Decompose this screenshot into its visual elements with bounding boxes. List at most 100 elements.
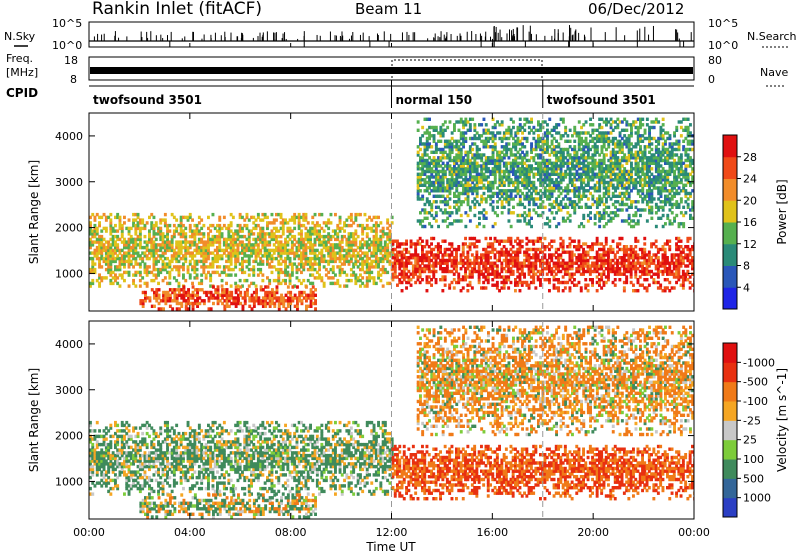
heatmap-cell	[421, 194, 425, 198]
heatmap-cell	[281, 221, 285, 225]
heatmap-cell	[359, 240, 362, 244]
heatmap-cell	[441, 175, 445, 179]
heatmap-cell	[491, 269, 495, 274]
heatmap-cell	[91, 212, 95, 217]
heatmap-cell	[448, 253, 452, 257]
heatmap-cell	[473, 125, 477, 130]
heatmap-cell	[179, 248, 183, 253]
heatmap-cell	[507, 136, 511, 141]
heatmap-cell	[507, 180, 511, 185]
heatmap-cell	[555, 202, 558, 207]
heatmap-cell	[521, 145, 524, 149]
heatmap-cell	[220, 226, 224, 231]
heatmap-cell	[148, 251, 151, 255]
heatmap-cell	[659, 269, 663, 274]
heatmap-cell	[679, 264, 683, 268]
heatmap-cell	[279, 215, 283, 220]
heatmap-cell	[455, 250, 458, 254]
heatmap-cell	[411, 269, 415, 274]
heatmap-cell	[475, 167, 479, 171]
heatmap-cell	[416, 150, 420, 154]
heatmap-cell	[521, 125, 524, 130]
heatmap-cell	[343, 270, 346, 275]
heatmap-cell	[161, 251, 165, 255]
heatmap-cell	[502, 283, 506, 287]
heatmap-cell	[602, 245, 606, 249]
heatmap-cell	[293, 304, 297, 308]
heatmap-cell	[365, 243, 369, 247]
heatmap-cell	[468, 189, 472, 193]
heatmap-cell	[445, 247, 449, 252]
heatmap-cell	[264, 301, 268, 306]
heatmap-cell	[443, 150, 447, 154]
heatmap-cell	[225, 245, 228, 250]
heatmap-cell	[555, 167, 558, 171]
heatmap-cell	[179, 240, 183, 244]
heatmap-cell	[175, 278, 179, 283]
heatmap-cell	[432, 128, 436, 132]
heatmap-cell	[195, 226, 199, 231]
heatmap-cell	[377, 240, 380, 244]
heatmap-cell	[172, 229, 176, 233]
heatmap-cell	[275, 267, 278, 272]
heatmap-cell	[295, 265, 299, 269]
heatmap-cell	[514, 194, 518, 198]
heatmap-cell	[184, 278, 188, 283]
heatmap-cell	[489, 272, 492, 276]
heatmap-cell	[504, 253, 508, 257]
heatmap-cell	[663, 247, 667, 252]
heatmap-cell	[359, 245, 362, 250]
heatmap-cell	[136, 212, 140, 217]
heatmap-cell	[609, 245, 613, 249]
heatmap-cell	[527, 239, 531, 243]
heatmap-cell	[93, 223, 97, 228]
heatmap-cell	[293, 226, 297, 231]
heatmap-cell	[434, 167, 438, 171]
heatmap-cell	[441, 275, 445, 279]
heatmap-cell	[132, 254, 135, 258]
heatmap-cell	[187, 301, 190, 306]
heatmap-cell	[414, 250, 418, 254]
heatmap-cell	[453, 125, 456, 130]
heatmap-cell	[363, 284, 367, 288]
heatmap-cell	[530, 128, 533, 132]
heatmap-cell	[191, 256, 194, 261]
heatmap-cell	[318, 256, 321, 261]
heatmap-cell	[123, 254, 126, 258]
heatmap-cell	[381, 248, 385, 253]
heatmap-cell	[468, 167, 472, 171]
heatmap-cell	[216, 296, 220, 300]
heatmap-cell	[225, 240, 228, 244]
heatmap-cell	[416, 161, 420, 165]
heatmap-cell	[620, 264, 624, 268]
heatmap-cell	[616, 269, 619, 274]
heatmap-cell	[464, 167, 468, 171]
heatmap-cell	[443, 142, 447, 146]
heatmap-cell	[123, 221, 126, 225]
heatmap-cell	[563, 267, 567, 271]
nsearch-label: N.Search	[747, 30, 797, 43]
heatmap-cell	[138, 232, 142, 236]
heatmap-cell	[530, 183, 533, 187]
heatmap-cell	[437, 205, 440, 209]
heatmap-cell	[388, 259, 392, 264]
heatmap-cell	[304, 254, 308, 258]
heatmap-cell	[500, 145, 504, 149]
heatmap-cell	[166, 265, 169, 269]
heatmap-cell	[107, 245, 111, 250]
heatmap-cell	[374, 229, 378, 233]
heatmap-cell	[473, 197, 477, 201]
heatmap-cell	[453, 167, 456, 171]
heatmap-cell	[489, 131, 493, 135]
heatmap-cell	[534, 145, 538, 149]
heatmap-cell	[570, 280, 574, 285]
heatmap-cell	[579, 267, 583, 271]
heatmap-cell	[532, 125, 536, 130]
heatmap-cell	[250, 232, 253, 236]
heatmap-cell	[527, 264, 531, 268]
heatmap-cell	[184, 232, 188, 236]
heatmap-cell	[295, 267, 299, 272]
heatmap-cell	[250, 299, 254, 303]
heatmap-cell	[470, 236, 474, 241]
heatmap-cell	[450, 280, 454, 285]
